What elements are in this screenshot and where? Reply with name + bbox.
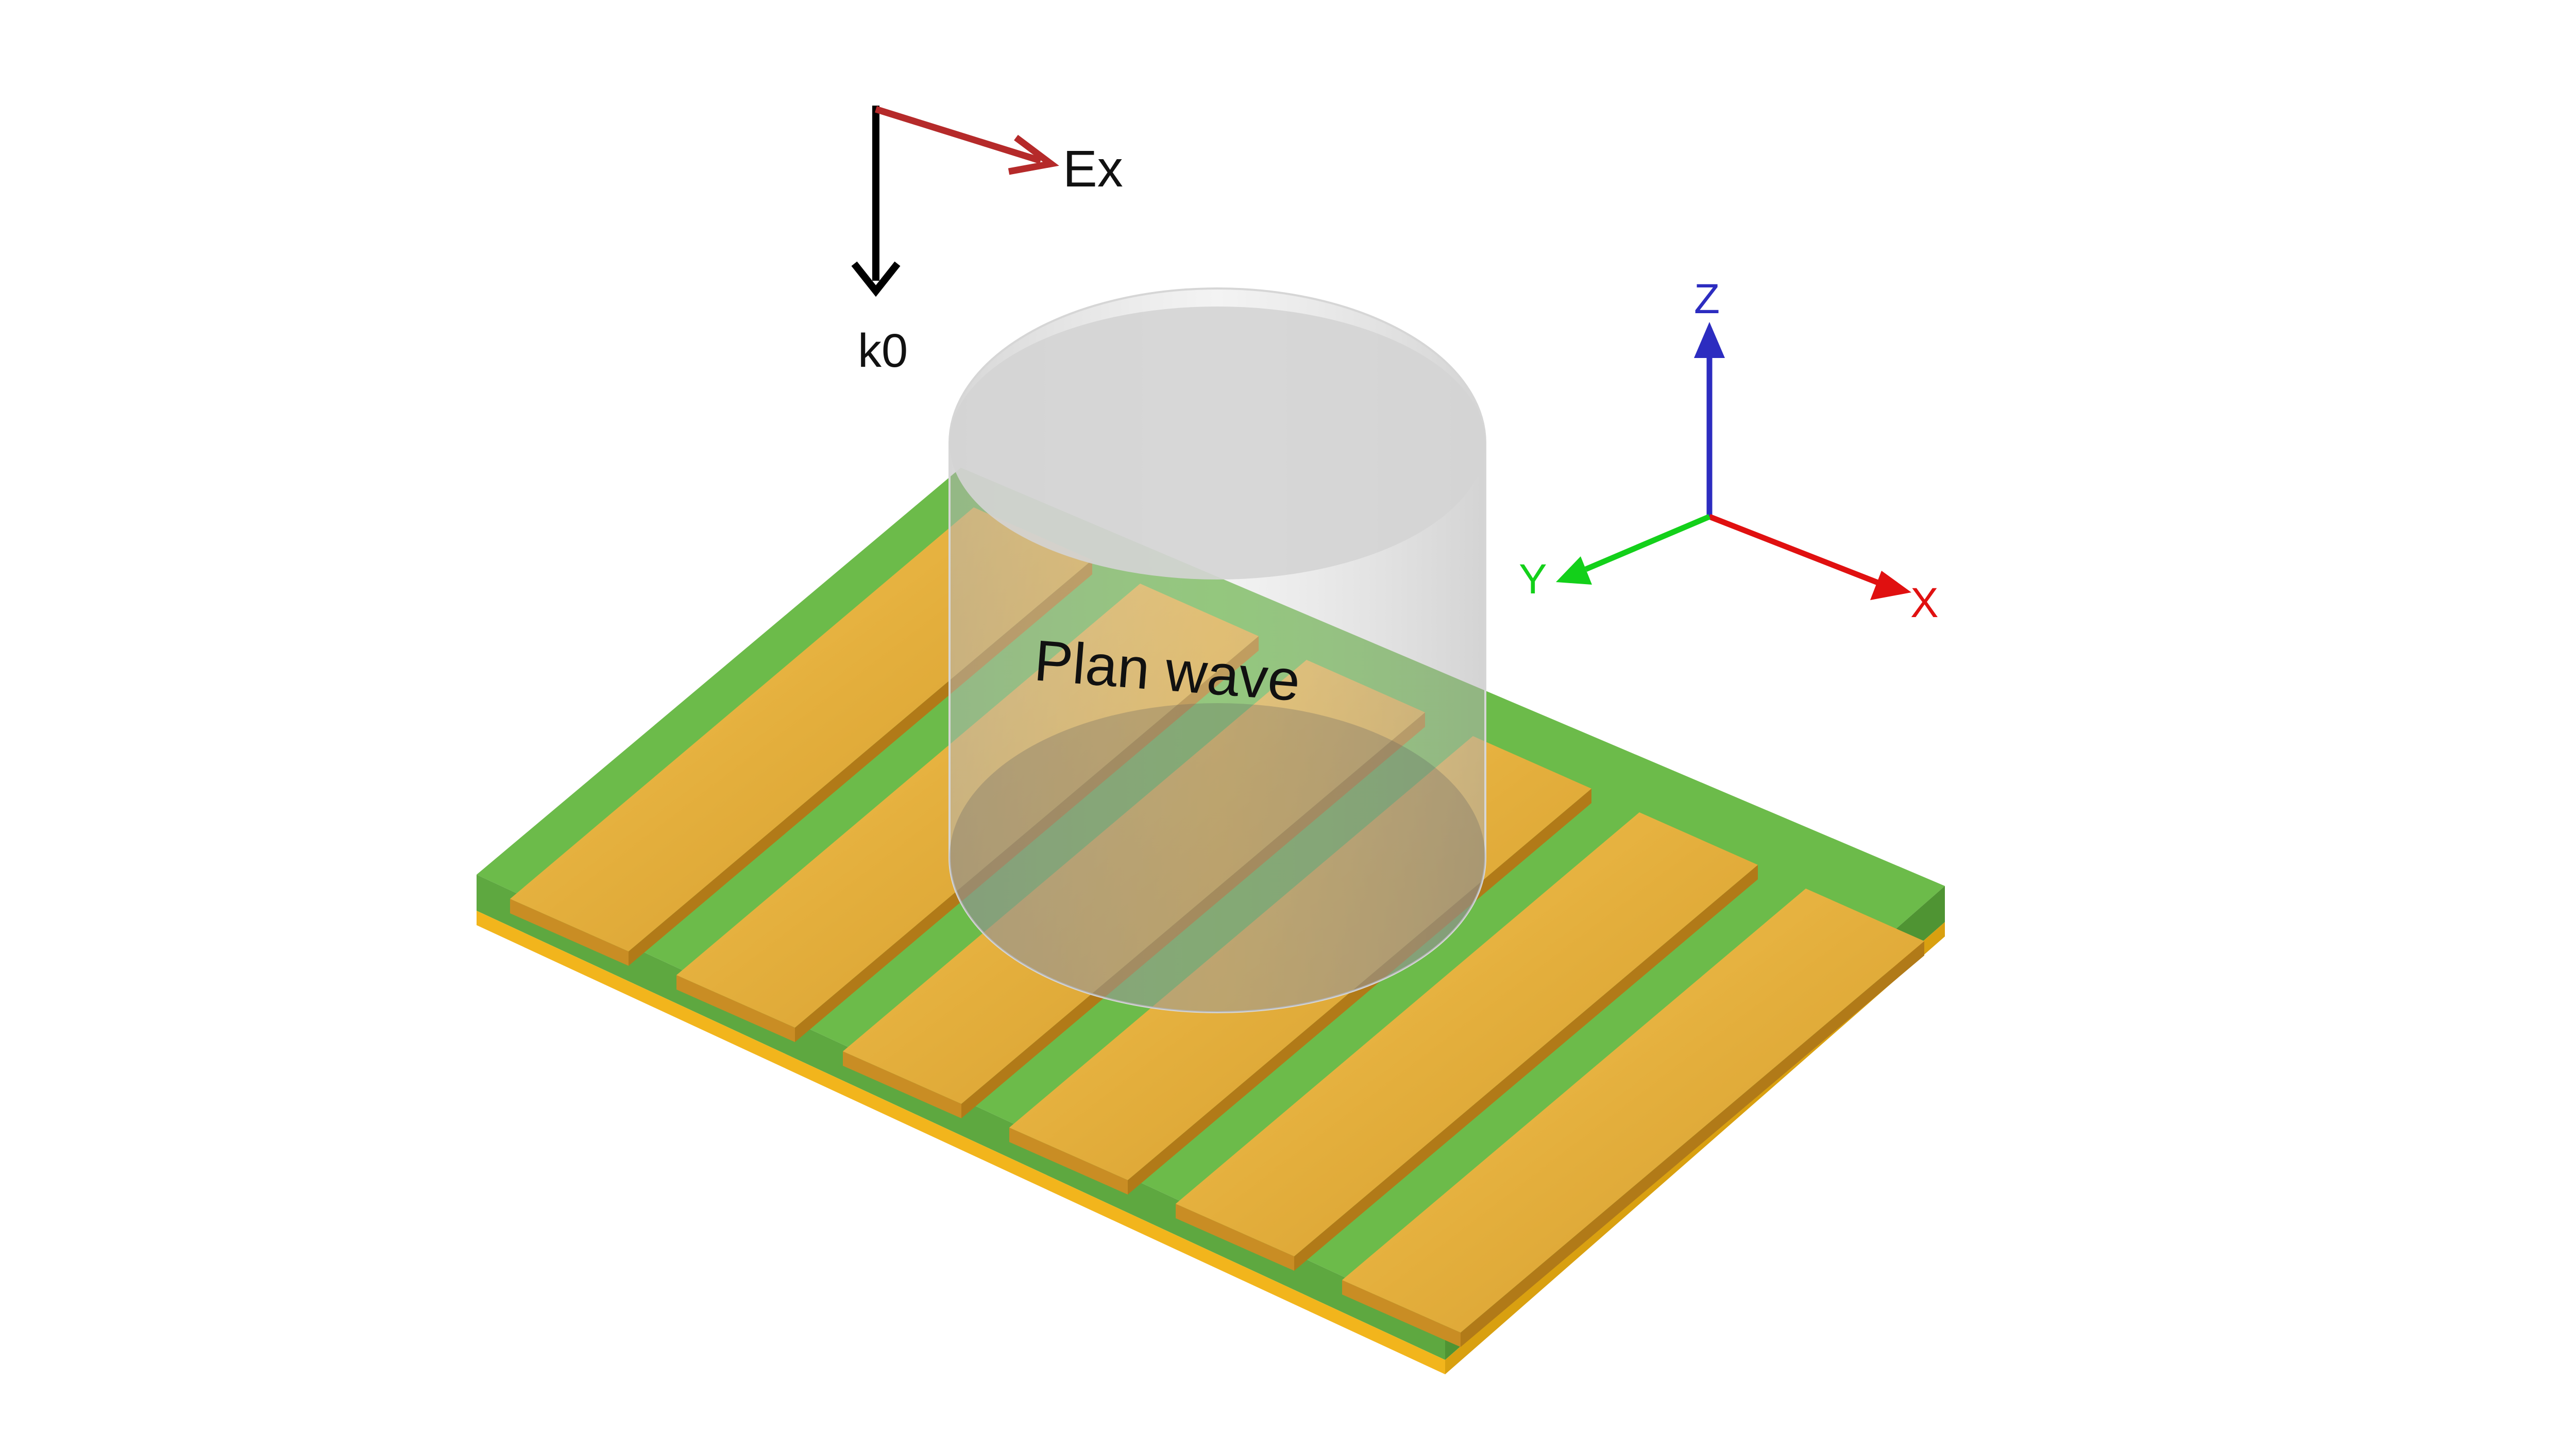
gold-strip-top [1342,889,1924,1333]
ex-label: Ex [1063,140,1123,198]
k0-label: k0 [858,325,908,377]
y-axis-line [1584,514,1711,572]
gold-strip-top [1176,812,1758,1256]
gold-strip-side [1009,1128,1128,1195]
z-axis-arrowhead [1694,322,1725,358]
ground-layer-left [477,911,1445,1374]
gold-strip-side [1176,1204,1294,1271]
incident-wave-indicator: Ex k0 [851,106,1123,377]
coordinate-axes: Z X Y [1519,276,1939,626]
y-axis-label: Y [1519,556,1547,603]
y-axis-arrowhead [1556,556,1592,585]
x-axis-arrowhead [1870,571,1911,600]
gold-strip-side [1342,1280,1461,1347]
gold-strip-side [510,899,629,966]
plane-wave-cylinder-top [950,306,1485,579]
gold-strip-top [510,507,1092,951]
gold-strip-side [676,975,795,1042]
x-axis-label: X [1910,579,1939,626]
plane-wave-cylinder-bottom [950,703,1485,1012]
gold-strip-end [1294,865,1758,1271]
plane-wave-region: Plan wave [948,287,1486,1013]
ex-arrowhead [1008,134,1059,175]
ex-arrow [875,106,1042,164]
z-axis-label: Z [1694,276,1720,322]
gold-strip-end [1461,941,1924,1347]
k0-arrowhead [851,261,901,297]
gold-strip-side [843,1051,961,1118]
x-axis-line [1708,514,1885,588]
